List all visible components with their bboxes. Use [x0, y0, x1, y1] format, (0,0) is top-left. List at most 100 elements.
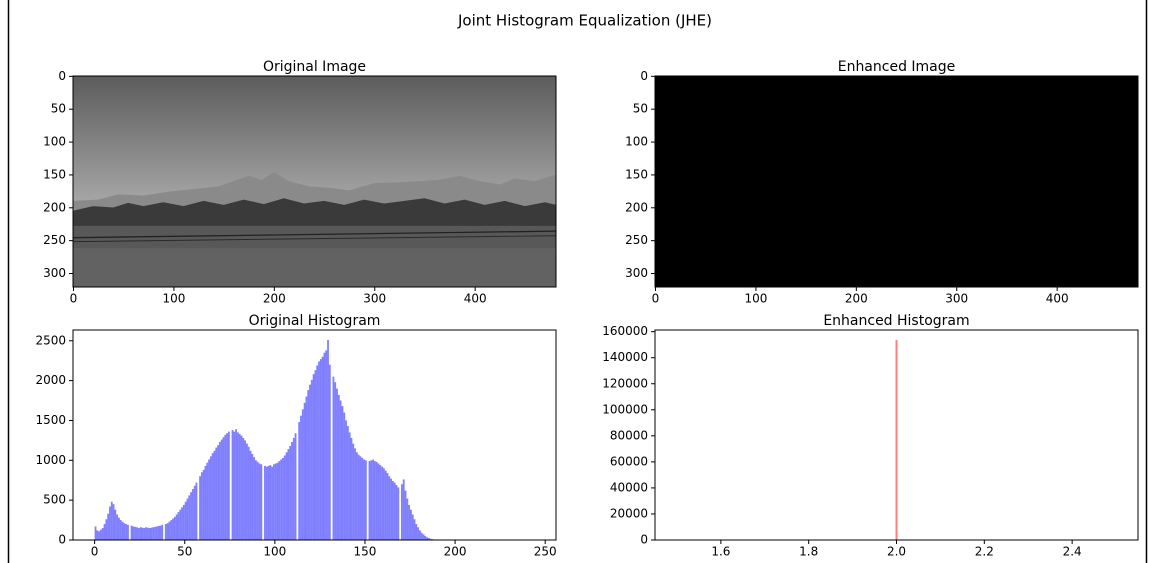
histogram-bar [325, 350, 327, 540]
y-tick-label: 250 [625, 233, 648, 247]
histogram-bar [131, 526, 133, 540]
histogram-bar [149, 528, 151, 540]
x-tick-label: 2.2 [975, 545, 994, 559]
y-tick-label: 1000 [35, 453, 66, 467]
y-tick-label: 0 [640, 69, 648, 83]
histogram-bar [199, 476, 201, 540]
histogram-bar [405, 491, 407, 540]
histogram-bar [378, 463, 380, 540]
histogram-bar [160, 526, 162, 540]
histogram-bar [174, 517, 176, 540]
histogram-bar [361, 458, 363, 540]
histogram-bar [311, 380, 313, 540]
histogram-bar [424, 536, 426, 540]
histogram-bar [185, 502, 187, 540]
y-tick-label: 2500 [35, 333, 66, 347]
histogram-bar [333, 377, 335, 540]
histogram-bar [385, 471, 387, 540]
histogram-bar [179, 510, 181, 540]
histogram-bar [315, 370, 317, 540]
histogram-bar [324, 353, 326, 540]
histogram-bar [165, 524, 167, 540]
histogram-bar [379, 465, 381, 540]
x-tick-label: 1.6 [711, 545, 730, 559]
histogram-bar [257, 462, 259, 540]
histogram-bar [241, 436, 243, 540]
histogram-bar [178, 512, 180, 540]
y-tick-label: 500 [43, 493, 66, 507]
x-tick-label: 100 [744, 292, 767, 306]
histogram-bar [271, 467, 273, 540]
y-tick-label: 100 [43, 135, 66, 149]
histogram-bar [253, 457, 255, 540]
x-tick-label: 200 [845, 292, 868, 306]
histogram-bar [419, 530, 421, 540]
x-tick-label: 300 [945, 292, 968, 306]
histogram-bar [170, 520, 172, 540]
x-tick-label: 2.0 [887, 545, 906, 559]
histogram-bar [354, 448, 356, 540]
histogram-bar [248, 447, 250, 540]
histogram-bar [327, 340, 329, 540]
histogram-bar [396, 485, 398, 540]
histogram-bar [158, 526, 160, 540]
histogram-bar [161, 525, 163, 540]
histogram-bar [192, 489, 194, 540]
histogram-bar [376, 462, 378, 540]
histogram-bar [356, 452, 358, 540]
histogram-bar [370, 460, 372, 540]
histogram-bar [260, 464, 262, 540]
histogram-bar [334, 382, 336, 540]
y-tick-label: 200 [43, 200, 66, 214]
histogram-bar [322, 357, 324, 540]
enhanced-image [655, 76, 1138, 287]
histogram-bar [414, 519, 416, 540]
histogram-bar [116, 514, 118, 540]
histogram-bar [318, 361, 320, 540]
histogram-bar [369, 461, 371, 540]
histogram-bar [196, 483, 198, 540]
histogram-bar [406, 499, 408, 540]
y-tick-label: 40000 [610, 480, 648, 494]
x-tick-label: 0 [70, 292, 78, 306]
histogram-bar [390, 479, 392, 540]
histogram-bar [143, 528, 145, 540]
histogram-bar [298, 422, 300, 540]
histogram-bar [342, 406, 344, 540]
histogram-bar [307, 390, 309, 540]
histogram-bar [242, 438, 244, 540]
histogram-bar [219, 442, 221, 540]
y-tick-label: 80000 [610, 428, 648, 442]
histogram-bar [421, 533, 423, 540]
histogram-bar [410, 510, 412, 540]
histogram-bar [372, 460, 374, 540]
histogram-bar [223, 437, 225, 540]
histogram-bar [232, 430, 234, 540]
histogram-bar [113, 504, 115, 540]
x-tick-label: 100 [263, 545, 286, 559]
x-tick-label: 50 [177, 545, 192, 559]
y-tick-label: 200 [625, 200, 648, 214]
bar [896, 340, 898, 540]
histogram-bar [275, 463, 277, 540]
histogram-bar [269, 465, 271, 540]
histogram-bar [273, 464, 275, 540]
histogram-bar [336, 389, 338, 540]
histogram-bar [340, 401, 342, 540]
histogram-bar [96, 530, 98, 540]
histogram-bar [383, 468, 385, 540]
histogram-bar [388, 476, 390, 540]
x-tick-label: 400 [464, 292, 487, 306]
histogram-bar [387, 473, 389, 540]
histogram-bar [397, 487, 399, 540]
histogram-bar [282, 458, 284, 540]
histogram-bar [251, 454, 253, 540]
histogram-bar [215, 448, 217, 540]
histogram-bar [293, 438, 295, 540]
histogram-bar [286, 452, 288, 540]
histogram-bar [246, 444, 248, 540]
histogram-bar [287, 449, 289, 540]
histogram-bar [280, 460, 282, 540]
histogram-bar [169, 522, 171, 540]
histogram-bar [277, 463, 279, 540]
